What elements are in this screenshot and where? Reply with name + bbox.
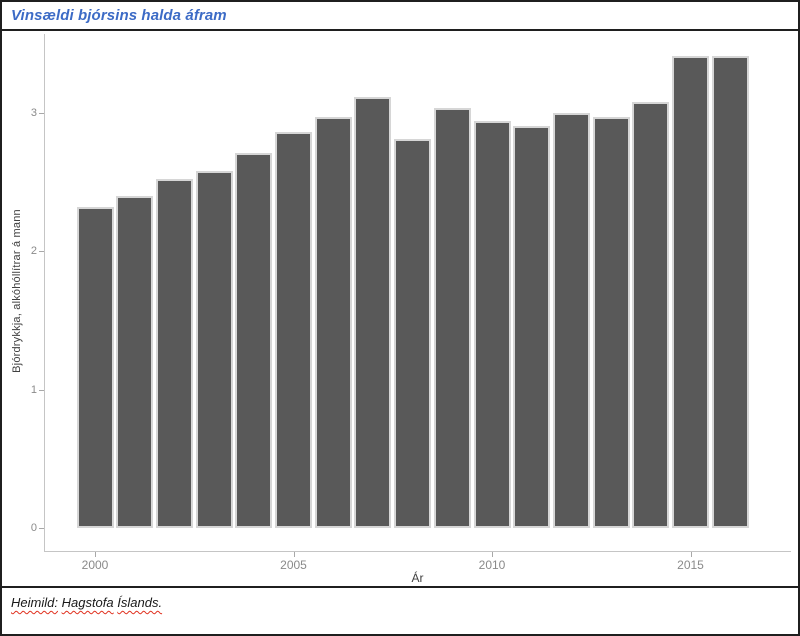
x-tick-mark xyxy=(492,552,493,557)
bar-2010 xyxy=(473,121,511,528)
y-tick-label: 1 xyxy=(30,383,37,396)
x-tick-mark xyxy=(690,552,692,557)
source-note: Heimild: Hagstofa Íslands. xyxy=(11,595,162,610)
bar-2008 xyxy=(394,139,432,528)
x-axis-title: Ár xyxy=(411,571,424,585)
x-tick-label: 2010 xyxy=(478,558,506,572)
bar-2003 xyxy=(195,171,233,528)
y-tick-label: 2 xyxy=(30,245,37,258)
bar-2006 xyxy=(314,117,352,528)
bar-2013 xyxy=(592,117,630,528)
bar-2015 xyxy=(672,56,709,528)
x-tick-label: 2005 xyxy=(280,558,307,572)
source-note-word: Íslands. xyxy=(117,595,163,610)
bar-2004 xyxy=(235,153,273,528)
bar-2016 xyxy=(711,56,749,528)
x-tick-label: 2000 xyxy=(81,558,109,572)
y-tick-label: 3 xyxy=(30,107,37,120)
figure-title: Vinsældi bjórsins halda áfram xyxy=(11,7,227,24)
bar-2005 xyxy=(275,132,312,528)
source-note-word: Hagstofa xyxy=(61,595,114,610)
y-tick-mark xyxy=(39,251,44,253)
y-tick-label: 0 xyxy=(30,522,37,534)
x-tick-label: 2015 xyxy=(677,558,704,572)
bar-2000 xyxy=(76,207,114,528)
x-tick-mark xyxy=(293,552,295,557)
y-axis-title: Bjórdrykkja, alkóhóllítrar á mann xyxy=(11,209,23,373)
figure-title-bar: Vinsældi bjórsins halda áfram xyxy=(2,2,798,31)
bar-2001 xyxy=(116,196,154,528)
bar-2012 xyxy=(552,113,590,528)
x-axis-line xyxy=(44,551,791,552)
source-note-word: Heimild: xyxy=(11,595,58,610)
bar-2002 xyxy=(155,179,193,528)
bar-2007 xyxy=(354,96,392,528)
y-tick-mark xyxy=(39,528,44,529)
y-tick-mark xyxy=(39,113,44,115)
bar-2014 xyxy=(632,102,670,528)
x-tick-mark xyxy=(95,552,96,557)
y-tick-mark xyxy=(39,389,44,391)
y-axis-line xyxy=(44,34,45,551)
source-note-bar: Heimild: Hagstofa Íslands. xyxy=(2,586,798,630)
bar-chart: Bjórdrykkja, alkóhóllítrar á mann Ár 0 1 2… xyxy=(2,31,798,586)
bar-2009 xyxy=(433,107,471,528)
bar-2011 xyxy=(513,125,551,528)
